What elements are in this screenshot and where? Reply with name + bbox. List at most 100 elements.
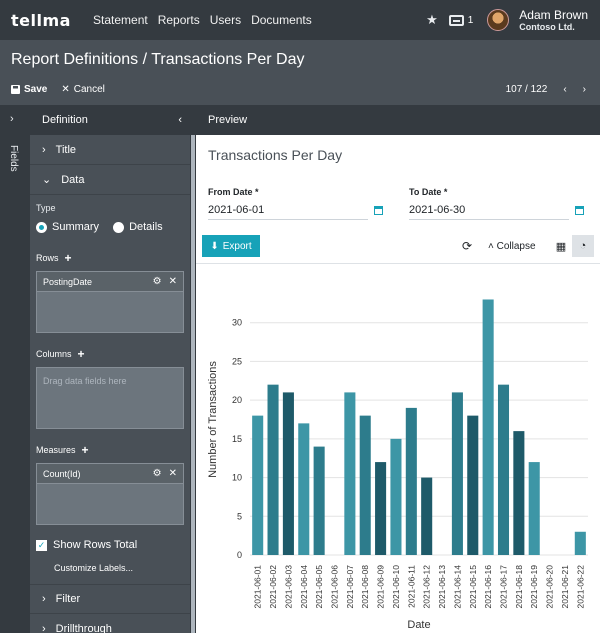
columns-dropzone[interactable]: Drag data fields here	[36, 367, 184, 429]
x-tick-label: 2021-06-03	[283, 565, 293, 609]
rows-label: Rows	[36, 253, 59, 263]
close-icon: ✕	[61, 84, 70, 95]
close-icon[interactable]: ✕	[168, 276, 177, 287]
show-rows-total-checkbox[interactable]: ✓ Show Rows Total	[36, 539, 184, 551]
type-details-label: Details	[129, 221, 163, 233]
x-tick-label: 2021-06-18	[514, 565, 524, 609]
brand-logo[interactable]: tellma	[11, 10, 71, 30]
y-tick-label: 5	[237, 511, 242, 521]
bar	[574, 531, 586, 555]
rows-chip[interactable]: PostingDate ⚙ ✕	[37, 272, 183, 292]
table-view-icon[interactable]: ▦	[555, 240, 567, 253]
bar	[497, 384, 510, 555]
section-title[interactable]: › Title	[30, 135, 190, 165]
x-tick-label: 2021-06-12	[422, 565, 432, 609]
chart-area: 0 5 10 15 20 25 30 2021-06-01 2021-06-02 2021-06-…	[196, 263, 600, 633]
floppy-icon	[11, 85, 20, 94]
bar	[528, 462, 540, 555]
collapse-label: Collapse	[496, 241, 536, 252]
gear-icon[interactable]: ⚙	[152, 468, 162, 479]
x-tick-label: 2021-06-19	[529, 565, 539, 609]
nav-reports[interactable]: Reports	[157, 13, 200, 27]
bar	[298, 423, 310, 555]
inbox-icon[interactable]	[448, 14, 464, 26]
bar	[482, 299, 494, 555]
fields-label: Fields	[8, 145, 19, 172]
type-radio-group: Summary Details	[36, 221, 184, 233]
cancel-label: Cancel	[73, 84, 105, 95]
chevron-right-icon[interactable]: ›	[10, 113, 14, 125]
save-button[interactable]: Save	[11, 84, 47, 95]
section-filter-label: Filter	[55, 593, 81, 605]
bar	[344, 392, 356, 555]
page-title: Report Definitions / Transactions Per Da…	[11, 51, 305, 68]
nav-users[interactable]: Users	[209, 13, 242, 27]
definition-panel: Definition ‹ › Title ⌄ Data Type Summary…	[30, 105, 190, 633]
bar	[451, 392, 463, 555]
x-tick-label: 2021-06-13	[437, 565, 447, 609]
collapse-button[interactable]: ˄ Collapse	[488, 241, 536, 252]
add-measure-icon[interactable]: +	[81, 443, 89, 457]
y-tick-label: 20	[232, 395, 242, 405]
nav-documents[interactable]: Documents	[251, 13, 312, 27]
x-tick-label: 2021-06-05	[314, 565, 324, 609]
company-name: Contoso Ltd.	[519, 22, 575, 32]
customize-labels-link[interactable]: Customize Labels...	[54, 563, 134, 573]
x-tick-label: 2021-06-08	[360, 565, 370, 609]
section-drillthrough[interactable]: › Drillthrough	[30, 614, 190, 633]
rows-dropzone[interactable]: PostingDate ⚙ ✕	[36, 271, 184, 333]
chevron-left-icon[interactable]: ‹	[178, 114, 182, 126]
star-icon[interactable]: ★	[426, 12, 438, 27]
bar	[513, 431, 525, 555]
show-rows-total-label: Show Rows Total	[53, 539, 138, 551]
export-label: Export	[222, 240, 252, 252]
type-summary-radio[interactable]: Summary	[36, 221, 99, 233]
calendar-icon[interactable]	[374, 206, 383, 215]
add-column-icon[interactable]: +	[77, 347, 85, 361]
chevron-up-icon: ˄	[488, 241, 494, 252]
to-date-input[interactable]: 2021-06-30	[409, 202, 569, 220]
chevron-right-icon: ›	[42, 622, 46, 633]
measures-dropzone[interactable]: Count(Id) ⚙ ✕	[36, 463, 184, 525]
chevron-left-icon[interactable]: ‹	[563, 84, 567, 95]
inbox-count: 1	[467, 14, 474, 26]
user-menu[interactable]: Adam Brown Contoso Ltd.	[519, 8, 588, 32]
from-date-input[interactable]: 2021-06-01	[208, 202, 368, 220]
x-tick-label: 2021-06-22	[575, 565, 585, 609]
columns-label: Columns	[36, 349, 72, 359]
user-name: Adam Brown	[519, 8, 588, 22]
bar	[390, 438, 402, 555]
section-filter[interactable]: › Filter	[30, 584, 190, 614]
avatar[interactable]	[487, 9, 510, 31]
bar	[467, 415, 479, 555]
x-tick-label: 2021-06-21	[560, 565, 570, 609]
measures-chip[interactable]: Count(Id) ⚙ ✕	[37, 464, 183, 484]
gear-icon[interactable]: ⚙	[152, 276, 162, 287]
export-button[interactable]: ⬇ Export	[202, 235, 260, 257]
calendar-icon[interactable]	[575, 206, 584, 215]
y-tick-label: 15	[232, 434, 242, 444]
report-title: Transactions Per Day	[208, 147, 343, 163]
fields-strip[interactable]: › Fields	[0, 105, 30, 633]
measures-header: Measures +	[36, 443, 184, 457]
measures-label: Measures	[36, 445, 76, 455]
data-section-body: Type Summary Details Rows + PostingDate …	[30, 195, 190, 579]
section-data[interactable]: ⌄ Data	[30, 165, 190, 195]
definition-header: Definition ‹	[30, 105, 190, 135]
download-icon: ⬇	[210, 240, 219, 252]
close-icon[interactable]: ✕	[168, 468, 177, 479]
panel-splitter[interactable]	[190, 105, 196, 633]
x-tick-label: 2021-06-02	[268, 565, 278, 609]
add-row-icon[interactable]: +	[64, 251, 72, 265]
bar	[252, 415, 264, 555]
chevron-right-icon[interactable]: ›	[582, 84, 586, 95]
refresh-icon[interactable]: ⟳	[462, 239, 473, 253]
type-details-radio[interactable]: Details	[113, 221, 163, 233]
nav-statement[interactable]: Statement	[93, 13, 148, 27]
type-label: Type	[36, 203, 56, 213]
from-date-label: From Date *	[208, 187, 259, 197]
columns-placeholder: Drag data fields here	[43, 376, 127, 386]
chart-view-icon[interactable]: ◔	[572, 235, 594, 257]
cancel-button[interactable]: ✕ Cancel	[61, 84, 105, 95]
x-tick-label: 2021-06-11	[406, 565, 416, 608]
